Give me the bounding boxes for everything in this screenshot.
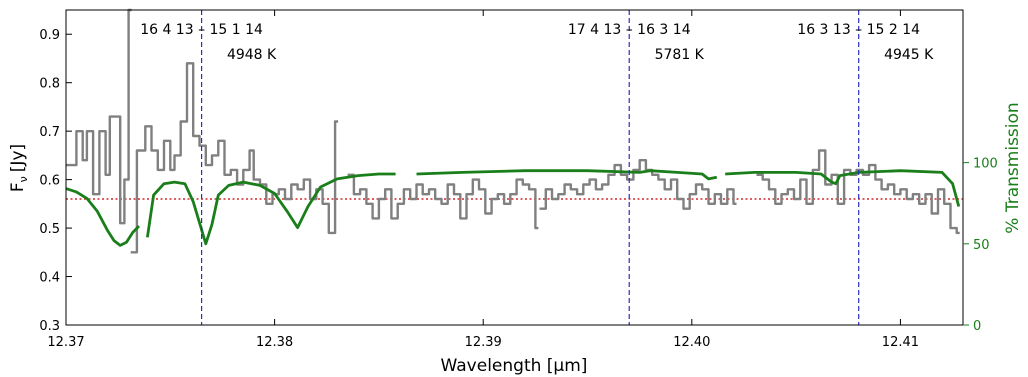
plot-frame bbox=[65, 9, 964, 326]
y-tick-label-0: 0.3 bbox=[39, 319, 60, 334]
y-axis: 0.3 0.4 0.5 0.6 0.7 0.8 0.9 bbox=[39, 28, 72, 334]
y2-axis: 0 50 100 bbox=[963, 157, 998, 334]
y-tick-label-5: 0.8 bbox=[39, 77, 60, 92]
flux-segment-4 bbox=[756, 149, 960, 235]
transition-label-0: 16 4 13 – 15 1 14 bbox=[140, 22, 263, 38]
y-tick-label-3: 0.6 bbox=[39, 174, 60, 189]
y-tick-label-2: 0.5 bbox=[39, 222, 60, 237]
y-tick-label-6: 0.9 bbox=[39, 28, 60, 43]
x-tick-label-1: 12.38 bbox=[256, 335, 293, 350]
temperature-label-1: 5781 K bbox=[655, 47, 705, 63]
plot-area bbox=[66, 10, 963, 325]
flux-segment-0 bbox=[66, 8, 132, 225]
x-axis-title: Wavelength [μm] bbox=[441, 356, 588, 376]
y-tick-label-4: 0.7 bbox=[39, 125, 60, 140]
temperature-label-0: 4948 K bbox=[227, 47, 277, 63]
flux-segment-3 bbox=[539, 159, 737, 210]
transition-label-1: 17 4 13 – 16 3 14 bbox=[568, 22, 691, 38]
transmission-segment-2 bbox=[416, 169, 718, 181]
spectrum-series bbox=[65, 8, 961, 254]
transmission-segment-1 bbox=[146, 172, 396, 246]
transmission-segment-3 bbox=[725, 169, 961, 207]
x-axis: 12.37 12.38 12.39 12.40 12.41 bbox=[47, 10, 919, 350]
flux-segment-2 bbox=[347, 173, 539, 230]
marker-lines bbox=[200, 10, 860, 325]
x-tick-label-4: 12.41 bbox=[882, 335, 919, 350]
x-tick-label-2: 12.39 bbox=[465, 335, 502, 350]
transmission-segment-0 bbox=[65, 187, 141, 247]
y2-axis-title: % Transmission bbox=[1003, 102, 1023, 233]
transition-label-2: 16 3 13 – 15 2 14 bbox=[797, 22, 920, 38]
y-axis-title: Fν[Jy] bbox=[8, 144, 30, 192]
x-tick-label-0: 12.37 bbox=[47, 335, 84, 350]
x-tick-label-3: 12.40 bbox=[673, 335, 710, 350]
y2-tick-label-1: 50 bbox=[973, 238, 990, 253]
y-tick-label-1: 0.4 bbox=[39, 271, 60, 286]
flux-segment-1 bbox=[130, 62, 339, 254]
y2-tick-label-0: 0 bbox=[973, 319, 981, 334]
y2-tick-label-2: 100 bbox=[973, 157, 998, 172]
annotations: 16 4 13 – 15 1 14 4948 K 17 4 13 – 16 3 14… bbox=[140, 22, 934, 63]
temperature-label-2: 4945 K bbox=[884, 47, 934, 63]
